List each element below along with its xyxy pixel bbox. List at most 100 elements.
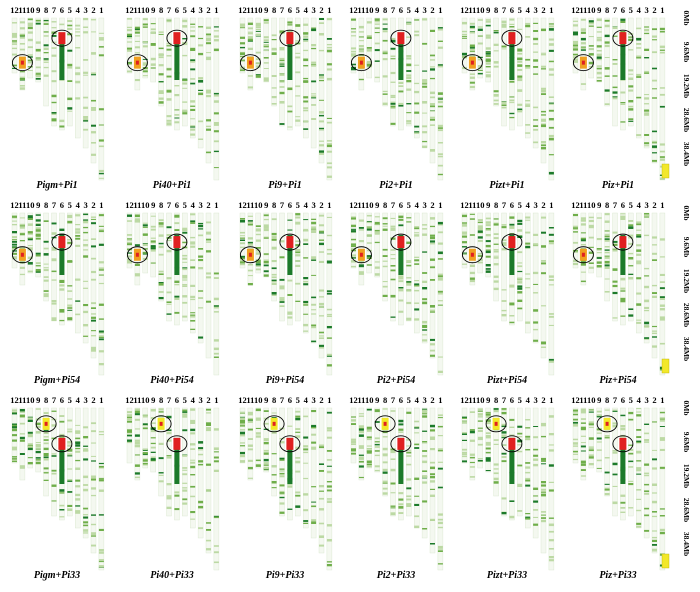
marker-band bbox=[462, 421, 467, 423]
marker-band bbox=[628, 69, 634, 72]
marker-band bbox=[287, 425, 293, 427]
hotspot-circle bbox=[126, 246, 148, 264]
chromosome-number-1: 1 bbox=[549, 5, 553, 15]
chromosome-strip-10 bbox=[255, 407, 262, 469]
marker-band bbox=[240, 425, 245, 427]
marker-band bbox=[213, 348, 219, 351]
marker-band bbox=[67, 107, 73, 110]
axis-tick-label: 19.2Mb bbox=[682, 74, 691, 98]
marker-band bbox=[83, 226, 89, 229]
marker-band bbox=[604, 409, 610, 411]
marker-band bbox=[279, 470, 285, 472]
marker-band bbox=[659, 316, 665, 319]
marker-band bbox=[127, 47, 132, 50]
marker-band bbox=[358, 78, 364, 81]
gene-marker bbox=[135, 252, 139, 257]
marker-band bbox=[477, 459, 483, 462]
marker-band bbox=[35, 425, 41, 429]
marker-band bbox=[190, 30, 196, 32]
marker-band bbox=[406, 451, 412, 454]
marker-band bbox=[501, 431, 507, 434]
marker-band bbox=[628, 120, 634, 122]
marker-band bbox=[98, 214, 104, 217]
marker-band bbox=[462, 422, 467, 424]
marker-band bbox=[604, 220, 610, 223]
dense-marker-region bbox=[59, 235, 65, 275]
marker-band bbox=[517, 75, 523, 78]
marker-band bbox=[83, 507, 89, 510]
marker-band bbox=[83, 118, 89, 121]
marker-band bbox=[311, 44, 317, 47]
marker-band bbox=[437, 64, 443, 67]
marker-band bbox=[255, 26, 261, 28]
marker-band bbox=[206, 57, 211, 60]
marker-band bbox=[398, 90, 404, 93]
hotspot-circle bbox=[279, 29, 301, 47]
chromosome-number-3: 3 bbox=[311, 395, 315, 405]
marker-band bbox=[190, 284, 196, 287]
marker-band bbox=[620, 414, 626, 417]
marker-band bbox=[326, 564, 332, 567]
marker-band bbox=[548, 240, 554, 243]
marker-band bbox=[517, 432, 523, 435]
marker-band bbox=[213, 428, 219, 431]
marker-band bbox=[382, 102, 388, 106]
marker-band bbox=[35, 22, 41, 25]
marker-band bbox=[351, 452, 356, 455]
marker-band bbox=[525, 513, 531, 515]
axis-tick-label: 19.2Mb bbox=[682, 269, 691, 293]
marker-band bbox=[366, 463, 372, 465]
marker-band bbox=[311, 61, 317, 64]
marker-band bbox=[98, 350, 104, 353]
marker-band bbox=[659, 419, 665, 422]
chromosome-number-4: 4 bbox=[637, 5, 642, 15]
chromosome-number-9: 9 bbox=[486, 5, 490, 15]
chromosome-strip-3 bbox=[310, 407, 317, 539]
marker-band bbox=[533, 448, 539, 451]
hotspot-circle bbox=[501, 29, 523, 47]
chromosome-strip-7 bbox=[612, 17, 618, 127]
marker-band bbox=[406, 283, 412, 286]
marker-band bbox=[437, 164, 443, 167]
marker-band bbox=[240, 239, 245, 241]
chromosome-number-7: 7 bbox=[391, 200, 396, 210]
marker-band bbox=[517, 64, 523, 66]
marker-band bbox=[190, 465, 196, 469]
marker-band bbox=[644, 530, 650, 532]
chromosome-number-11: 11 bbox=[357, 200, 365, 210]
marker-band bbox=[644, 142, 650, 145]
marker-band bbox=[596, 31, 602, 33]
chromosome-strip-12 bbox=[461, 17, 468, 74]
marker-band bbox=[67, 448, 73, 451]
chromosome-number-1: 1 bbox=[438, 395, 442, 405]
marker-band bbox=[12, 246, 17, 249]
marker-band bbox=[213, 311, 219, 313]
marker-band bbox=[35, 444, 41, 447]
gene-marker bbox=[470, 60, 474, 65]
marker-band bbox=[493, 61, 499, 64]
marker-band bbox=[374, 21, 380, 23]
marker-band bbox=[67, 318, 73, 321]
marker-band bbox=[240, 255, 245, 258]
chromosome-number-6: 6 bbox=[60, 200, 64, 210]
marker-band bbox=[525, 321, 531, 324]
marker-band bbox=[287, 29, 293, 32]
marker-band bbox=[75, 498, 81, 501]
marker-band bbox=[240, 27, 245, 29]
marker-band bbox=[517, 436, 523, 438]
marker-band bbox=[255, 75, 261, 78]
marker-band bbox=[382, 260, 388, 262]
marker-band bbox=[604, 67, 610, 70]
marker-band bbox=[279, 300, 285, 303]
marker-band bbox=[493, 287, 499, 290]
chromosome-strip-1 bbox=[98, 212, 105, 376]
marker-band bbox=[51, 101, 57, 104]
marker-band bbox=[182, 268, 188, 271]
marker-band bbox=[493, 280, 499, 283]
marker-band bbox=[303, 280, 309, 283]
chromosome-number-3: 3 bbox=[644, 200, 648, 210]
marker-band bbox=[548, 137, 554, 141]
marker-band bbox=[326, 500, 332, 503]
chromosome-strip-1 bbox=[437, 407, 444, 571]
marker-band bbox=[83, 458, 89, 461]
